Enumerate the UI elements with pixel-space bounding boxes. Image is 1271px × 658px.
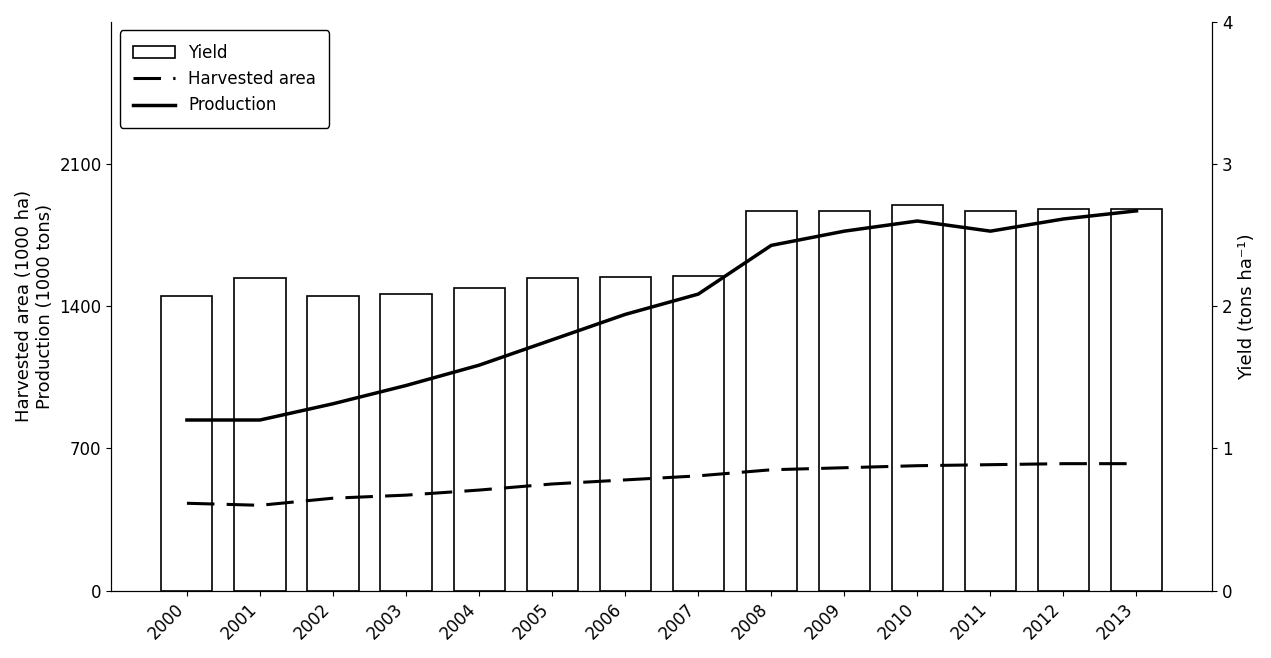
Bar <box>161 296 212 591</box>
Bar <box>965 211 1016 591</box>
Bar <box>819 211 869 591</box>
Bar <box>672 276 723 591</box>
Bar <box>746 211 797 591</box>
Bar <box>1038 209 1089 591</box>
Bar <box>526 278 578 591</box>
Y-axis label: Yield (tons ha⁻¹): Yield (tons ha⁻¹) <box>1238 233 1256 380</box>
Bar <box>454 288 505 591</box>
Y-axis label: Harvested area (1000 ha)
Production (1000 tons): Harvested area (1000 ha) Production (100… <box>15 190 53 422</box>
Bar <box>892 205 943 591</box>
Bar <box>380 294 432 591</box>
Bar <box>234 278 286 591</box>
Legend: Yield, Harvested area, Production: Yield, Harvested area, Production <box>119 30 329 128</box>
Bar <box>308 296 358 591</box>
Bar <box>600 277 651 591</box>
Bar <box>1111 209 1162 591</box>
